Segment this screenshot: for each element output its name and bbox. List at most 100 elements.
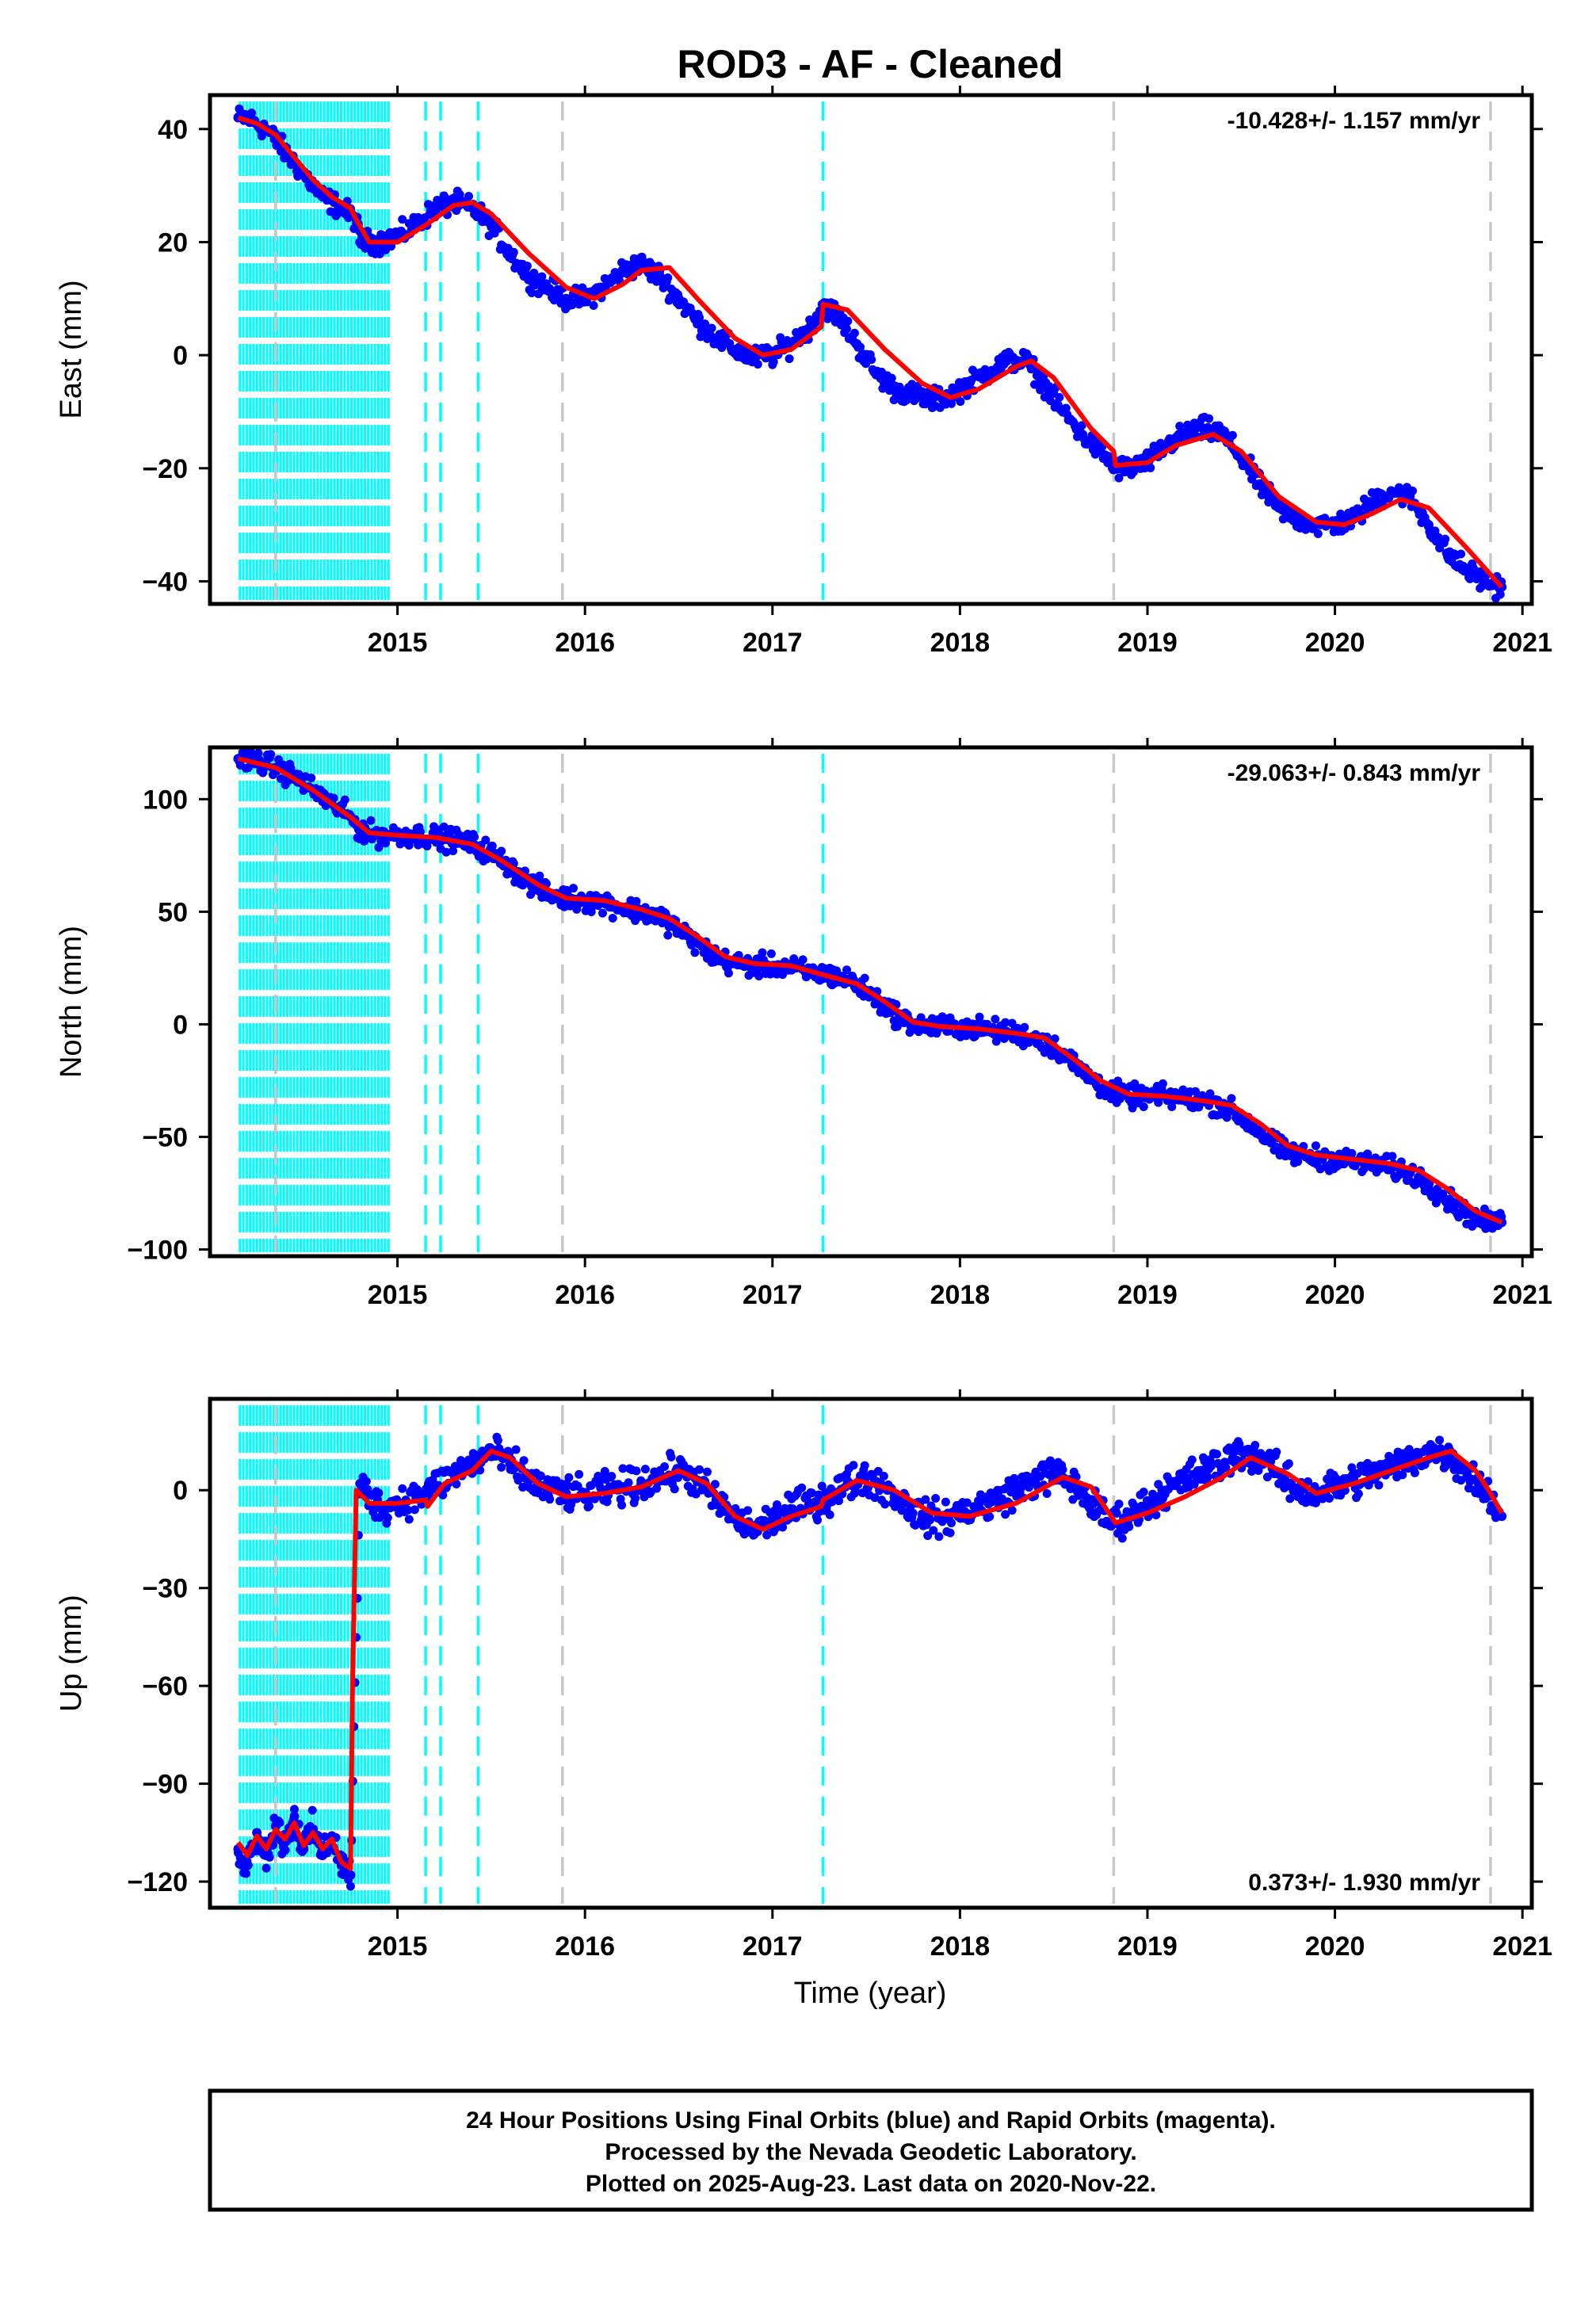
data-point xyxy=(1284,1459,1293,1469)
data-point xyxy=(880,1500,890,1509)
data-point xyxy=(702,1467,712,1477)
data-point xyxy=(632,1466,641,1476)
data-point xyxy=(946,1519,956,1528)
data-point xyxy=(564,1473,574,1482)
plot-frame xyxy=(208,93,1534,606)
data-point xyxy=(582,297,592,307)
data-point xyxy=(663,273,673,282)
data-point xyxy=(1228,430,1237,440)
data-point xyxy=(1058,1465,1067,1474)
data-point xyxy=(438,1490,448,1500)
data-point xyxy=(600,1466,609,1476)
data-point xyxy=(870,1493,880,1503)
data-point xyxy=(1388,1152,1397,1161)
data-point xyxy=(575,1469,584,1479)
data-point xyxy=(1311,1141,1320,1151)
data-point xyxy=(1088,1500,1098,1509)
data-point xyxy=(1221,1463,1231,1473)
data-point xyxy=(962,1498,972,1507)
data-point xyxy=(584,1501,594,1511)
x-tick-label: 2016 xyxy=(555,628,615,658)
data-point xyxy=(441,847,451,857)
data-point xyxy=(1408,486,1418,495)
data-point xyxy=(897,1506,907,1515)
data-point xyxy=(1187,1455,1197,1465)
data-point xyxy=(398,215,407,224)
data-point xyxy=(1124,1522,1134,1531)
data-point xyxy=(509,247,518,257)
data-point xyxy=(374,1488,384,1498)
model-fit-line xyxy=(237,115,1504,589)
data-point xyxy=(1045,396,1055,406)
data-point xyxy=(1495,590,1505,599)
panel-north: 2015 2016 2017 2018 2019 2020 2021 100 50 0 −50 −10… xyxy=(55,738,1552,1310)
data-point xyxy=(545,1495,555,1504)
data-point xyxy=(1441,534,1450,544)
plot-area xyxy=(233,101,1507,603)
data-point xyxy=(329,793,338,803)
footer-line-3: Plotted on 2025-Aug-23. Last data on 202… xyxy=(586,2171,1156,2197)
data-point xyxy=(1001,1018,1010,1027)
data-point xyxy=(1435,1435,1445,1445)
data-point xyxy=(464,192,474,201)
data-point xyxy=(785,354,794,364)
data-point xyxy=(410,1505,419,1515)
data-point xyxy=(918,1509,927,1519)
data-point xyxy=(487,841,497,850)
data-point xyxy=(850,328,859,338)
data-point xyxy=(825,1510,834,1519)
data-point xyxy=(867,355,876,365)
data-point xyxy=(1205,414,1214,423)
data-point xyxy=(1055,392,1064,402)
plot-area xyxy=(233,1405,1507,1904)
data-point xyxy=(569,884,578,893)
velocity-annotation: 0.373+/- 1.930 mm/yr xyxy=(1248,1870,1480,1896)
data-point xyxy=(798,955,808,965)
data-point xyxy=(856,342,865,352)
data-point xyxy=(1227,1094,1236,1103)
data-point xyxy=(449,846,458,856)
y-tick-label: −100 xyxy=(127,1235,188,1265)
y-axis-label: East (mm) xyxy=(55,280,88,418)
data-point xyxy=(470,832,479,842)
data-point xyxy=(813,1515,823,1525)
data-point xyxy=(497,1462,506,1472)
data-point xyxy=(1247,1466,1257,1476)
data-point xyxy=(254,748,263,758)
data-point xyxy=(946,399,956,408)
data-point xyxy=(1146,463,1155,472)
data-point xyxy=(262,1863,271,1873)
data-point xyxy=(366,816,376,825)
footer-frame xyxy=(208,2088,1534,2212)
data-point xyxy=(607,1472,617,1481)
x-tick-label: 2021 xyxy=(1492,1931,1552,1962)
data-point xyxy=(369,1504,379,1514)
data-point xyxy=(991,1037,1001,1046)
data-point xyxy=(879,1471,888,1480)
y-axis-label: Up (mm) xyxy=(55,1595,88,1712)
data-point xyxy=(670,1484,679,1494)
data-point xyxy=(403,1505,413,1515)
data-point xyxy=(743,1506,753,1515)
data-point xyxy=(617,1500,627,1510)
y-tick-label: 40 xyxy=(158,115,188,145)
data-point xyxy=(945,1528,955,1538)
data-point xyxy=(707,323,716,333)
data-point xyxy=(926,1515,935,1525)
data-point xyxy=(975,1012,984,1022)
x-tick-label: 2018 xyxy=(930,628,991,658)
data-point xyxy=(275,1818,284,1828)
data-point xyxy=(762,1530,772,1540)
data-point xyxy=(511,1445,521,1454)
x-tick-label: 2015 xyxy=(368,1280,428,1310)
chart-title: ROD3 - AF - Cleaned xyxy=(677,42,1063,86)
x-tick-label: 2021 xyxy=(1492,628,1552,658)
data-point xyxy=(807,1488,816,1498)
data-point xyxy=(1313,529,1323,538)
data-point xyxy=(537,272,547,281)
data-point xyxy=(1293,1157,1303,1167)
x-tick-label: 2018 xyxy=(930,1931,991,1962)
x-tick-label: 2015 xyxy=(368,1931,428,1962)
data-point xyxy=(860,1461,869,1470)
data-point xyxy=(1020,1022,1029,1032)
